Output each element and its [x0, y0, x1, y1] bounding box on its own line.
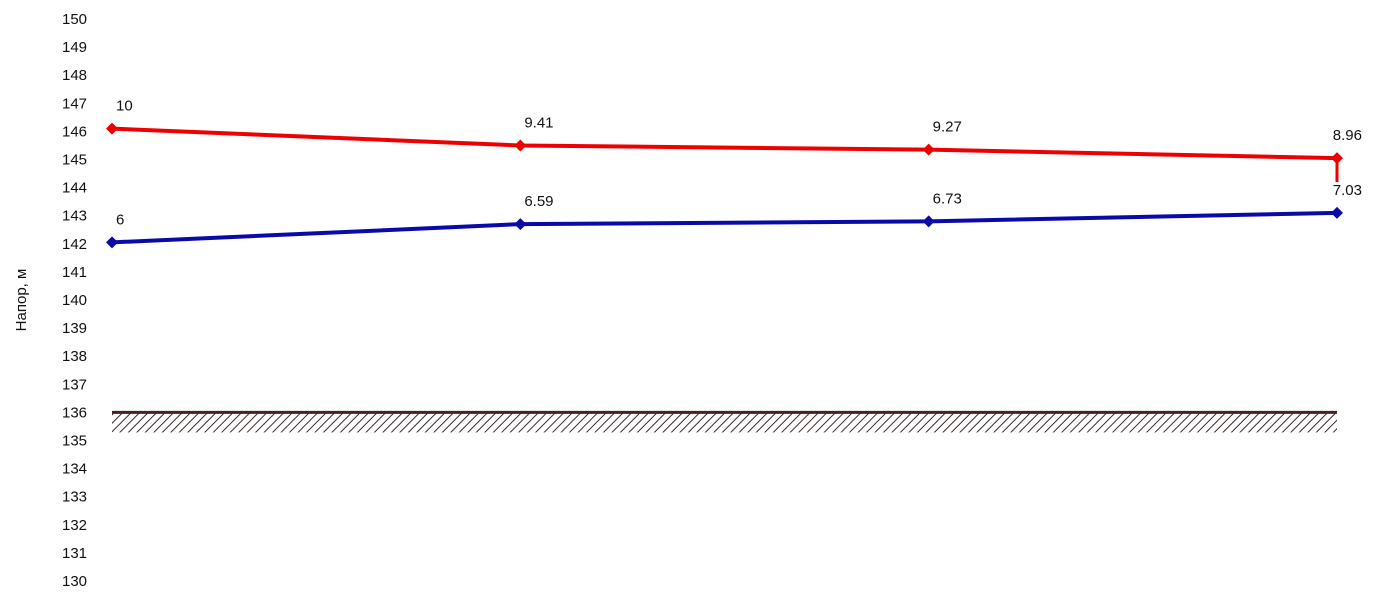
y-tick-label: 130 — [62, 573, 87, 590]
series-0-point — [106, 122, 118, 135]
series-1-point — [514, 218, 527, 231]
series-0-data-label: 8.96 — [1333, 127, 1362, 144]
series-0-data-label: 9.27 — [933, 119, 962, 136]
y-tick-label: 146 — [62, 123, 87, 140]
series-1-point — [1331, 206, 1343, 219]
y-tick-label: 143 — [62, 208, 87, 225]
series-1-data-label: 6 — [116, 211, 124, 228]
y-tick-label: 150 — [62, 11, 87, 28]
series-1-point — [922, 215, 935, 228]
y-tick-label: 141 — [62, 264, 87, 281]
series-0-data-label: 9.41 — [524, 114, 553, 131]
y-axis-title: Напор, м — [13, 269, 30, 332]
series-0-point — [922, 143, 935, 156]
y-tick-label: 142 — [62, 236, 87, 253]
y-tick-label: 149 — [62, 39, 87, 56]
series-1-line — [111, 210, 1338, 245]
y-tick-label: 138 — [62, 348, 87, 365]
series-0-data-label: 10 — [116, 98, 133, 115]
y-tick-label: 133 — [62, 489, 87, 506]
y-tick-label: 139 — [62, 320, 87, 337]
y-tick-label: 134 — [62, 461, 87, 478]
y-axis-ticks: 150 149 148 147 146 145 144 143 142 141 140 139 138 1… — [62, 11, 87, 590]
series-1-data-label: 6.73 — [933, 190, 962, 207]
series-lines — [106, 122, 1343, 249]
y-tick-label: 135 — [62, 433, 87, 450]
y-tick-label: 140 — [62, 292, 87, 309]
y-tick-label: 145 — [62, 152, 87, 169]
y-tick-label: 144 — [62, 180, 87, 197]
ground-hatch — [112, 412, 1337, 433]
y-tick-label: 136 — [62, 404, 87, 421]
y-tick-label: 137 — [62, 376, 87, 393]
y-tick-label: 132 — [62, 517, 87, 534]
y-tick-label: 147 — [62, 95, 87, 112]
series-1-data-label: 7.03 — [1333, 182, 1362, 199]
y-tick-label: 148 — [62, 67, 87, 84]
series-0-line — [111, 126, 1338, 161]
series-1-data-label: 6.59 — [524, 193, 553, 210]
series-0-point — [514, 139, 527, 152]
data-labels: 10 9.41 9.27 8.96 6 6.59 6.73 7.03 — [116, 98, 1362, 229]
ground-level — [112, 410, 1337, 433]
y-tick-label: 131 — [62, 545, 87, 562]
series-1-point — [106, 236, 118, 249]
